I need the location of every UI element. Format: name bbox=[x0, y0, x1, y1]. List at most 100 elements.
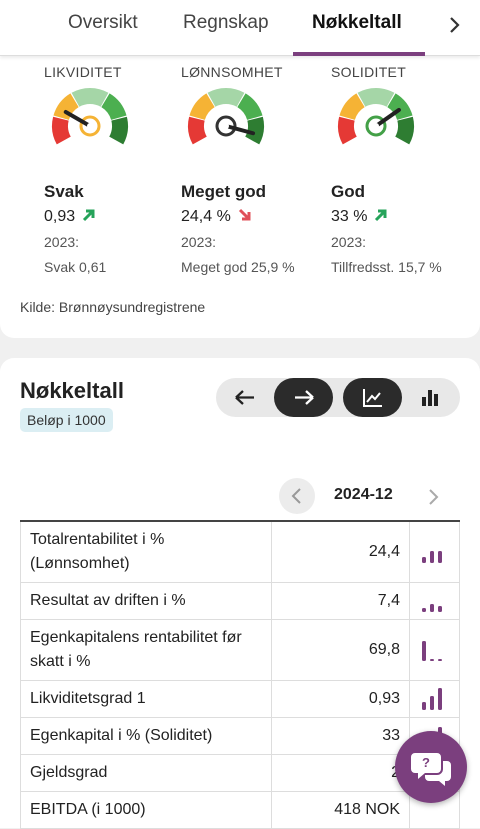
mini-chart bbox=[422, 551, 442, 563]
trend-arrow bbox=[375, 209, 387, 222]
dial-pin bbox=[223, 123, 229, 129]
row-label: Gjeldsgrad bbox=[20, 754, 272, 792]
row-label: EBITDA (i 1000) bbox=[20, 791, 272, 829]
gauge-heading: LIKVIDITET bbox=[44, 64, 122, 80]
row-chart bbox=[409, 619, 460, 681]
dial-segment bbox=[244, 116, 264, 145]
back-button[interactable] bbox=[216, 378, 275, 417]
previous-label: 2023: bbox=[44, 234, 80, 250]
line-chart-toggle[interactable] bbox=[343, 378, 402, 417]
mini-bar bbox=[430, 551, 434, 563]
key-figures-table: Totalrentabilitet i % (Lønnsomhet) 24,4 Re… bbox=[20, 520, 460, 829]
row-value: 2 bbox=[271, 754, 410, 792]
table-row: Likviditetsgrad 1 0,93 bbox=[20, 680, 460, 718]
table-row: Egenkapitalens rentabilitet før skatt i … bbox=[20, 619, 460, 681]
row-value: 33 bbox=[271, 717, 410, 755]
row-value: 0,93 bbox=[271, 680, 410, 718]
bar-chart-toggle[interactable] bbox=[402, 378, 461, 417]
summary-card: Oversikt Regnskap Nøkkeltall LIKVIDITET S… bbox=[0, 0, 480, 338]
dial-segment bbox=[108, 116, 128, 145]
trend-arrow bbox=[238, 208, 251, 221]
dial bbox=[52, 88, 128, 145]
value: 24,4 % bbox=[181, 208, 231, 225]
prev-period[interactable] bbox=[278, 477, 316, 515]
gauge-value: 33 % bbox=[331, 207, 389, 226]
gauge-dial bbox=[188, 88, 264, 145]
arrow bbox=[238, 208, 251, 221]
row-label: Egenkapital i % (Soliditet) bbox=[20, 717, 272, 755]
tab-indicator bbox=[293, 52, 425, 56]
period: 2024-12 bbox=[334, 486, 393, 503]
dial bbox=[188, 88, 264, 145]
row-label: Totalrentabilitet i % (Lønnsomhet) bbox=[20, 520, 272, 583]
mini-bar bbox=[438, 551, 442, 563]
dial-segment bbox=[357, 88, 395, 108]
badge: Beløp i 1000 bbox=[20, 408, 113, 432]
row-value: 24,4 bbox=[271, 520, 410, 583]
row-value: 7,4 bbox=[271, 582, 410, 620]
dial-segment bbox=[100, 93, 127, 121]
previous-label: 2023: bbox=[181, 234, 217, 250]
mini-chart bbox=[422, 604, 442, 612]
dial-segment bbox=[394, 116, 414, 145]
gauge-dial bbox=[52, 88, 128, 145]
section-title: Nøkkeltall bbox=[20, 378, 124, 403]
next-period[interactable] bbox=[426, 487, 440, 507]
previous-value: Tillfredsst. 15,7 % bbox=[331, 259, 442, 275]
gauge: SOLIDITET God 33 % 2023: Tillfredsst. 15,7 % bbox=[331, 64, 480, 275]
gauge-value: 24,4 % bbox=[181, 207, 253, 226]
mini-bar bbox=[422, 702, 426, 710]
row-chart bbox=[409, 582, 460, 620]
gauge: LIKVIDITET Svak 0,93 2023: Svak 0,61 bbox=[44, 64, 194, 275]
dial-pin bbox=[373, 123, 379, 129]
gauge-heading: LØNNSOMHET bbox=[181, 64, 283, 80]
mini-chart bbox=[422, 641, 442, 661]
dial-segment bbox=[188, 116, 208, 145]
mini-bar bbox=[430, 696, 434, 710]
mini-bar bbox=[438, 688, 442, 710]
dial-needle bbox=[63, 110, 92, 128]
previous-value: Svak 0,61 bbox=[44, 259, 107, 275]
dial-segment bbox=[189, 93, 216, 121]
gauge-rating: Svak bbox=[44, 182, 84, 201]
dial-segment bbox=[236, 93, 263, 121]
dial-segment bbox=[207, 88, 245, 108]
row-value: 69,8 bbox=[271, 619, 410, 681]
tab[interactable]: Oversikt bbox=[68, 12, 138, 33]
value: 0,93 bbox=[44, 208, 76, 225]
mini-bar bbox=[430, 604, 434, 612]
tab-next[interactable] bbox=[448, 15, 462, 35]
mini-bar bbox=[422, 608, 426, 612]
table-row: Resultat av driften i % 7,4 bbox=[20, 582, 460, 620]
chat-button[interactable]: ? bbox=[395, 731, 467, 803]
table-row: EBITDA (i 1000) 418 NOK bbox=[20, 791, 460, 829]
gauge-value: 0,93 bbox=[44, 207, 97, 226]
dial-segment bbox=[71, 88, 109, 108]
dial-needle bbox=[374, 107, 401, 128]
gauge-dial bbox=[338, 88, 414, 145]
mini-bar bbox=[422, 557, 426, 563]
dial bbox=[338, 88, 414, 145]
mini-bar bbox=[438, 606, 442, 612]
table-row: Egenkapital i % (Soliditet) 33 bbox=[20, 717, 460, 755]
mini-bar bbox=[438, 659, 442, 661]
arrow bbox=[83, 209, 95, 222]
gauge-rating: God bbox=[331, 182, 365, 201]
gauge-rating: Meget god bbox=[181, 182, 266, 201]
tab[interactable]: Regnskap bbox=[183, 12, 269, 33]
previous-label: 2023: bbox=[331, 234, 367, 250]
mini-bar bbox=[422, 641, 426, 661]
arrow bbox=[375, 209, 387, 222]
forward-button[interactable] bbox=[274, 378, 333, 417]
previous-value: Meget god 25,9 % bbox=[181, 259, 295, 275]
tab-active[interactable]: Nøkkeltall bbox=[312, 12, 402, 33]
dial-needle bbox=[224, 124, 256, 136]
row-label: Egenkapitalens rentabilitet før skatt i … bbox=[20, 619, 272, 681]
gauge-heading: SOLIDITET bbox=[331, 64, 407, 80]
dial-segment bbox=[386, 93, 413, 121]
mini-bar bbox=[430, 659, 434, 661]
dial-segment bbox=[52, 116, 72, 145]
dial-segment bbox=[53, 93, 80, 121]
button-group bbox=[216, 378, 460, 417]
